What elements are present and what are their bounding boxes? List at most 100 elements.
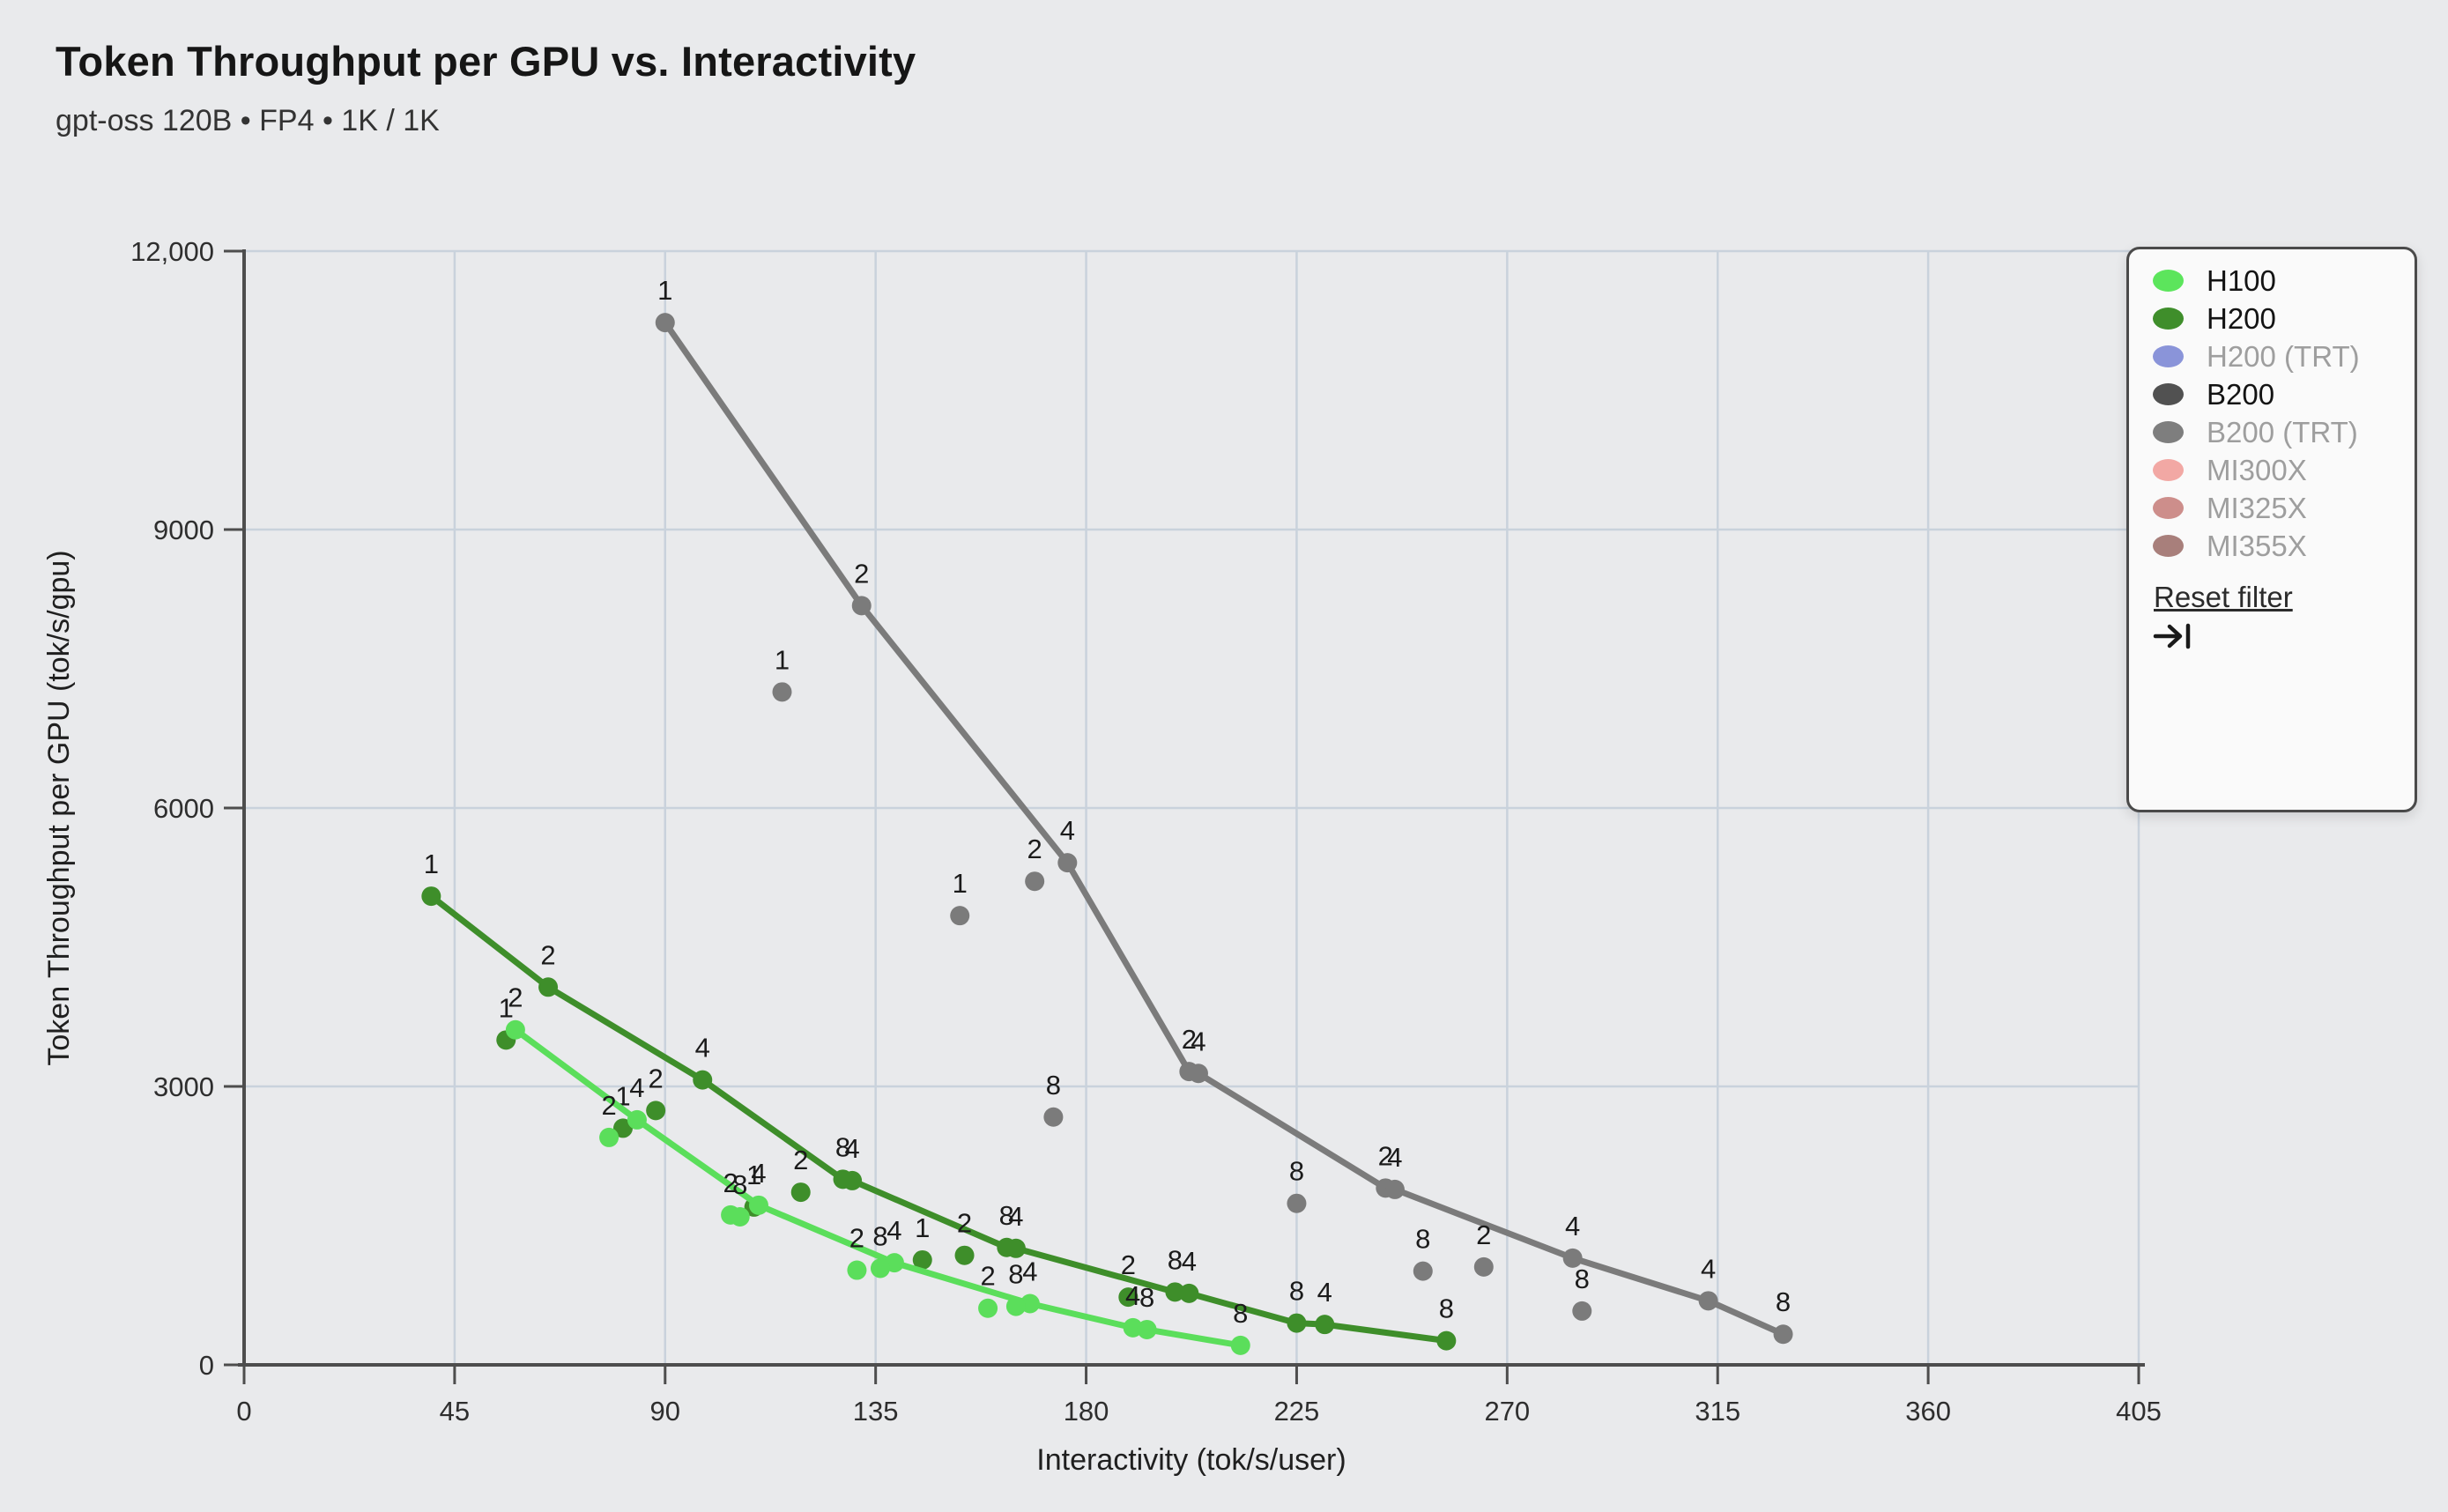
data-point-h200-line[interactable] [1315, 1315, 1335, 1335]
point-label: 8 [1008, 1259, 1023, 1290]
collapse-arrow-icon[interactable] [2152, 619, 2194, 653]
legend-item-h200[interactable]: H200 [2129, 300, 2415, 337]
series-color-swatch [2153, 497, 2184, 519]
y-tick-label: 0 [199, 1350, 214, 1381]
data-point-b200-line[interactable] [851, 596, 872, 616]
point-label: 4 [1387, 1142, 1402, 1173]
data-point-b200-scatter[interactable] [950, 906, 970, 926]
x-tick-label: 360 [1905, 1396, 1951, 1427]
point-label: 8 [732, 1169, 747, 1200]
point-label: 4 [1701, 1253, 1716, 1284]
point-label: 8 [1233, 1298, 1248, 1329]
point-label: 4 [629, 1072, 644, 1103]
data-point-b200-scatter[interactable] [1413, 1261, 1433, 1281]
page-subtitle: gpt-oss 120B • FP4 • 1K / 1K [56, 104, 440, 137]
series-color-swatch [2153, 308, 2184, 330]
data-point-b200-scatter[interactable] [1287, 1193, 1307, 1213]
data-point-h100-scatter[interactable] [870, 1258, 890, 1279]
data-point-h100-scatter[interactable] [599, 1127, 619, 1147]
data-point-h200-line[interactable] [421, 886, 441, 907]
legend-item-h100[interactable]: H100 [2129, 262, 2415, 300]
point-label: 1 [953, 868, 968, 899]
point-label: 1 [915, 1212, 930, 1243]
series-color-swatch [2153, 421, 2184, 443]
legend-item-mi355x[interactable]: MI355X [2129, 527, 2415, 565]
point-label: 1 [746, 1160, 761, 1190]
point-label: 1 [499, 992, 514, 1023]
data-point-h100-line[interactable] [505, 1019, 525, 1040]
data-point-h200-line[interactable] [538, 977, 559, 997]
point-label: 8 [872, 1220, 887, 1251]
data-point-h100-line[interactable] [748, 1195, 768, 1215]
point-label: 2 [1476, 1219, 1491, 1250]
data-point-h200-scatter[interactable] [646, 1101, 666, 1121]
data-point-b200-line[interactable] [1188, 1064, 1208, 1084]
legend-item-mi325x[interactable]: MI325X [2129, 489, 2415, 527]
data-point-h100-line[interactable] [1137, 1319, 1157, 1339]
reset-filter-link[interactable]: Reset filter [2154, 581, 2293, 613]
data-point-b200-line[interactable] [1773, 1324, 1793, 1345]
point-label: 8 [1439, 1293, 1454, 1324]
point-label: 4 [1008, 1201, 1023, 1232]
point-label: 2 [723, 1167, 738, 1198]
series-color-swatch [2153, 383, 2184, 405]
point-label: 8 [1046, 1070, 1061, 1101]
point-label: 8 [1415, 1224, 1430, 1255]
data-point-b200-line[interactable] [1384, 1179, 1405, 1199]
legend-item-label: MI355X [2207, 529, 2307, 562]
data-point-b200-scatter[interactable] [1572, 1301, 1592, 1321]
legend-item-label: H200 [2207, 301, 2276, 335]
point-label: 4 [1060, 815, 1075, 846]
series-color-swatch [2153, 459, 2184, 481]
data-point-h100-scatter[interactable] [730, 1206, 750, 1227]
data-point-h100-line[interactable] [1230, 1335, 1250, 1355]
point-label: 2 [1121, 1249, 1136, 1280]
data-point-h200-line[interactable] [842, 1170, 863, 1190]
point-label: 4 [751, 1158, 766, 1189]
y-axis-title: Token Throughput per GPU (tok/s/gpu) [42, 550, 76, 1065]
x-tick-label: 315 [1695, 1396, 1740, 1427]
x-tick-label: 270 [1484, 1396, 1530, 1427]
data-point-h200-scatter[interactable] [1118, 1287, 1139, 1308]
legend-item-list: H100 H200 H200 (TRT) B200 B200 (TRT) MI300X MI… [2129, 249, 2415, 565]
legend-panel: H100 H200 H200 (TRT) B200 B200 (TRT) MI300X MI… [2126, 247, 2417, 812]
data-point-h200-line[interactable] [693, 1070, 713, 1090]
legend-item-b200-trt[interactable]: B200 (TRT) [2129, 413, 2415, 451]
data-point-h200-scatter[interactable] [912, 1249, 932, 1270]
data-point-h200-line[interactable] [1165, 1282, 1185, 1302]
data-point-h100-scatter[interactable] [978, 1298, 998, 1318]
legend-item-label: H100 [2207, 263, 2276, 297]
data-point-h200-line[interactable] [1287, 1313, 1307, 1333]
data-point-b200-line[interactable] [1698, 1291, 1718, 1311]
y-tick-label: 9000 [153, 515, 214, 545]
data-point-h200-scatter[interactable] [613, 1118, 633, 1138]
y-tick-label: 12,000 [130, 236, 214, 267]
data-point-h200-line[interactable] [1436, 1330, 1457, 1351]
data-point-b200-scatter[interactable] [1043, 1107, 1064, 1127]
y-tick-label: 6000 [153, 793, 214, 824]
data-point-h100-scatter[interactable] [847, 1260, 867, 1280]
data-point-b200-scatter[interactable] [1025, 871, 1045, 892]
legend-item-mi300x[interactable]: MI300X [2129, 451, 2415, 489]
data-point-h200-scatter[interactable] [790, 1182, 811, 1203]
data-point-b200-scatter[interactable] [772, 682, 792, 702]
legend-item-b200[interactable]: B200 [2129, 375, 2415, 413]
x-tick-label: 135 [853, 1396, 899, 1427]
y-tick-label: 3000 [153, 1071, 214, 1102]
legend-item-label: B200 [2207, 377, 2275, 411]
data-point-b200-line[interactable] [1562, 1248, 1583, 1268]
point-label: 2 [980, 1261, 995, 1292]
data-point-h100-scatter[interactable] [1005, 1296, 1026, 1316]
data-point-b200-scatter[interactable] [1473, 1256, 1494, 1277]
point-label: 4 [695, 1033, 710, 1064]
data-point-h200-line[interactable] [1005, 1238, 1026, 1258]
data-point-h200-line[interactable] [1179, 1283, 1199, 1303]
data-point-h100-line[interactable] [627, 1109, 647, 1130]
data-point-b200-line[interactable] [1057, 853, 1078, 873]
data-point-h200-scatter[interactable] [954, 1245, 975, 1265]
legend-item-h200-trt[interactable]: H200 (TRT) [2129, 337, 2415, 375]
point-label: 8 [1776, 1286, 1791, 1317]
data-point-b200-line[interactable] [655, 313, 675, 333]
x-tick-label: 225 [1274, 1396, 1320, 1427]
